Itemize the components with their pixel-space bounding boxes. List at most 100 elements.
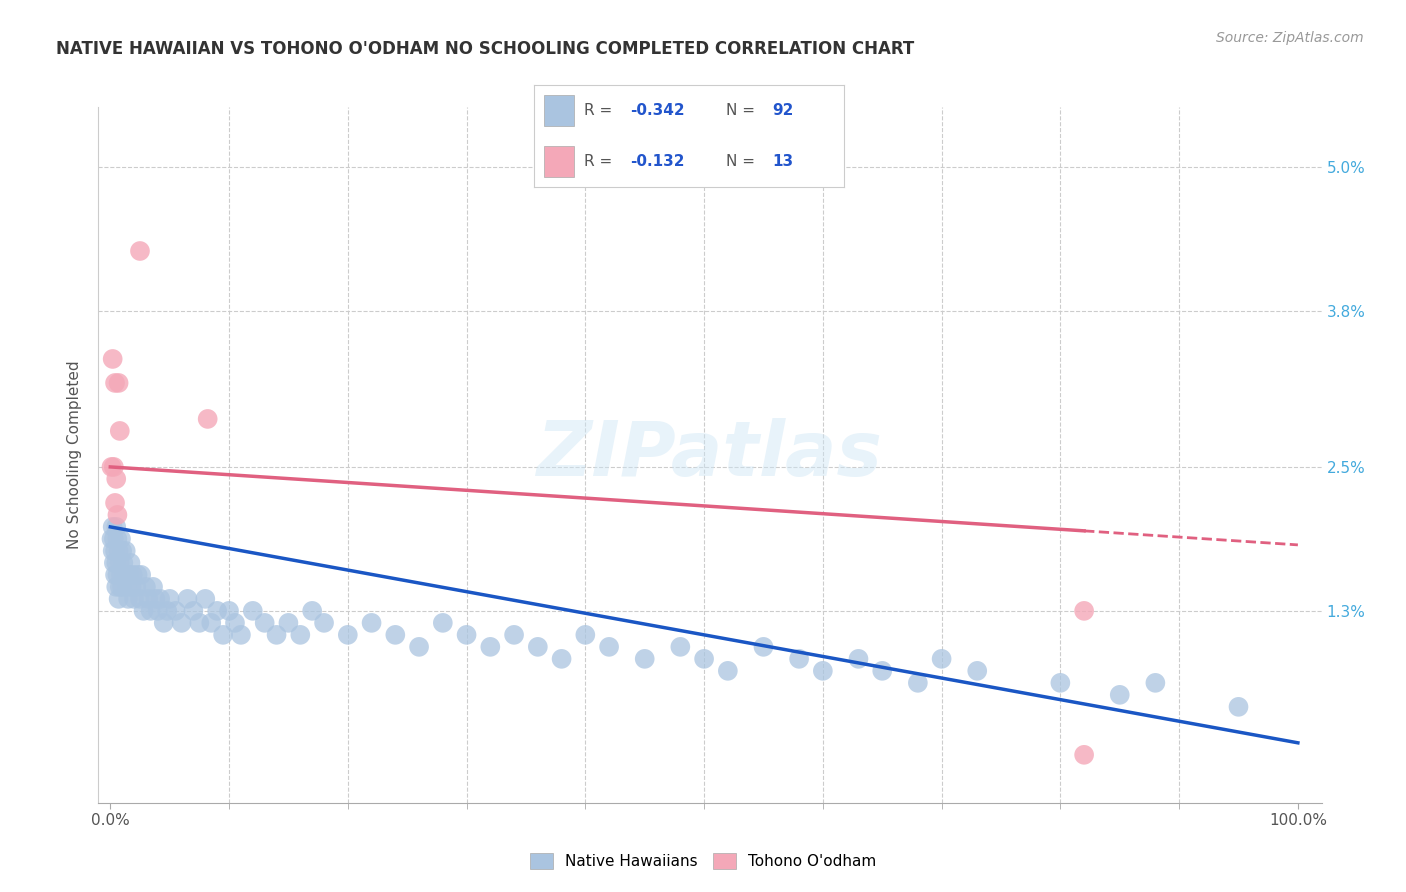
Point — [122, 591, 145, 606]
Point — [114, 567, 136, 582]
Point — [105, 556, 128, 570]
Text: NATIVE HAWAIIAN VS TOHONO O'ODHAM NO SCHOOLING COMPLETED CORRELATION CHART: NATIVE HAWAIIAN VS TOHONO O'ODHAM NO SCH… — [56, 40, 914, 58]
Point — [194, 591, 217, 606]
Point — [1073, 604, 1095, 618]
Point — [110, 567, 132, 582]
Point — [103, 459, 125, 474]
Point — [127, 567, 149, 582]
Point — [132, 604, 155, 618]
Point — [432, 615, 454, 630]
Text: N =: N = — [725, 103, 755, 118]
Point — [224, 615, 246, 630]
Point — [503, 628, 526, 642]
Point — [312, 615, 335, 630]
Point — [156, 604, 179, 618]
Point — [107, 508, 129, 522]
Point — [242, 604, 264, 618]
Legend: Native Hawaiians, Tohono O'odham: Native Hawaiians, Tohono O'odham — [523, 847, 883, 875]
Point — [104, 544, 127, 558]
Point — [966, 664, 988, 678]
Point — [188, 615, 211, 630]
Point — [384, 628, 406, 642]
Point — [121, 567, 143, 582]
Point — [1227, 699, 1250, 714]
Text: ZIPatlas: ZIPatlas — [537, 418, 883, 491]
Point — [117, 591, 139, 606]
FancyBboxPatch shape — [544, 95, 575, 126]
Point — [149, 591, 172, 606]
Point — [266, 628, 288, 642]
Point — [115, 580, 138, 594]
Point — [870, 664, 893, 678]
Point — [101, 351, 124, 366]
Point — [176, 591, 198, 606]
Point — [205, 604, 228, 618]
Point — [152, 615, 174, 630]
Point — [336, 628, 359, 642]
Point — [136, 591, 159, 606]
Point — [100, 459, 122, 474]
Point — [129, 244, 152, 258]
Point — [598, 640, 620, 654]
Point — [105, 472, 128, 486]
Point — [301, 604, 323, 618]
Point — [574, 628, 596, 642]
Point — [848, 652, 870, 666]
Point — [1073, 747, 1095, 762]
Text: -0.342: -0.342 — [630, 103, 685, 118]
Point — [229, 628, 252, 642]
Point — [139, 604, 162, 618]
Point — [200, 615, 222, 630]
Point — [907, 676, 929, 690]
Point — [277, 615, 299, 630]
Point — [408, 640, 430, 654]
Point — [110, 532, 132, 546]
Point — [165, 604, 187, 618]
Point — [146, 604, 169, 618]
Point — [129, 567, 152, 582]
Point — [159, 591, 181, 606]
Point — [752, 640, 775, 654]
Point — [108, 580, 131, 594]
Point — [170, 615, 193, 630]
Text: Source: ZipAtlas.com: Source: ZipAtlas.com — [1216, 31, 1364, 45]
Point — [479, 640, 502, 654]
Point — [129, 591, 152, 606]
Point — [107, 591, 129, 606]
Point — [1144, 676, 1167, 690]
Point — [105, 580, 128, 594]
Point — [101, 520, 124, 534]
Text: 13: 13 — [772, 154, 793, 169]
Point — [104, 376, 127, 390]
Text: R =: R = — [583, 154, 612, 169]
Point — [107, 567, 129, 582]
Point — [183, 604, 205, 618]
Point — [107, 544, 129, 558]
Point — [253, 615, 276, 630]
Point — [103, 532, 125, 546]
Point — [118, 567, 141, 582]
Point — [290, 628, 312, 642]
Text: 92: 92 — [772, 103, 794, 118]
FancyBboxPatch shape — [544, 146, 575, 177]
Point — [634, 652, 657, 666]
Point — [108, 424, 131, 438]
Point — [669, 640, 692, 654]
Point — [693, 652, 716, 666]
Point — [218, 604, 240, 618]
Point — [135, 580, 157, 594]
Point — [931, 652, 953, 666]
Text: R =: R = — [583, 103, 612, 118]
Point — [101, 544, 124, 558]
Point — [105, 520, 128, 534]
Y-axis label: No Schooling Completed: No Schooling Completed — [67, 360, 83, 549]
Point — [112, 556, 135, 570]
Point — [550, 652, 572, 666]
Point — [107, 376, 129, 390]
Text: -0.132: -0.132 — [630, 154, 685, 169]
Point — [100, 532, 122, 546]
Point — [1049, 676, 1071, 690]
Point — [456, 628, 478, 642]
Point — [142, 580, 165, 594]
Point — [125, 580, 148, 594]
